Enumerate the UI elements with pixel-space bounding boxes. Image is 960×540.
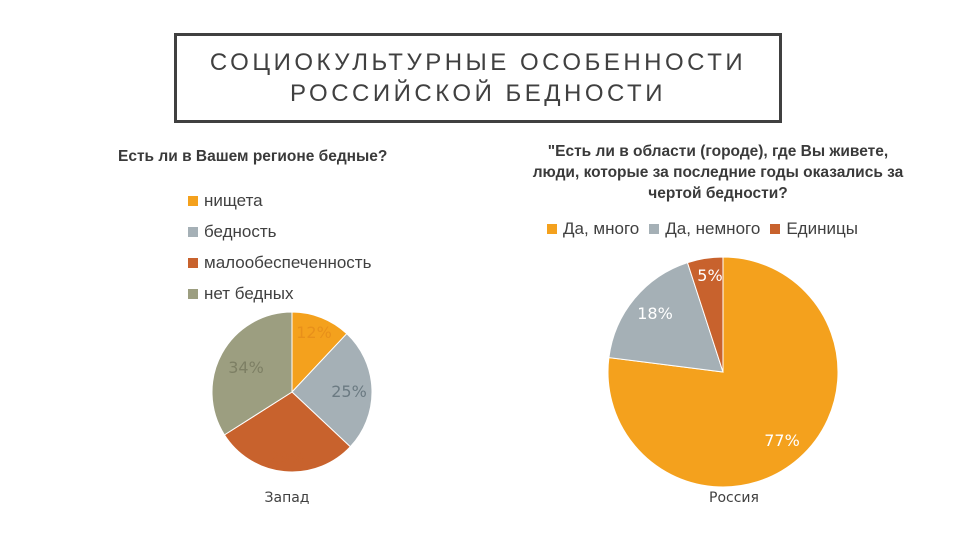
legend-label: Да, немного: [665, 219, 761, 238]
legend-label: нищета: [204, 190, 263, 210]
legend-swatch: [188, 195, 198, 206]
legend-swatch: [547, 224, 557, 234]
right-pie-chart: 77% 18% 5%: [607, 256, 839, 488]
legend-item-1: нищета: [188, 185, 371, 216]
right-chart-question: "Есть ли в области (городе), где Вы живе…: [532, 143, 904, 202]
legend-item-4: нет бедных: [188, 278, 371, 309]
left-chart-caption: Запад: [264, 490, 310, 506]
legend-item-3: малообеспеченность: [188, 247, 371, 278]
right-chart-legend: Да, много Да, немного Единицы: [547, 219, 858, 239]
pie-data-label: 18%: [637, 304, 673, 323]
legend-item-2: бедность: [188, 216, 371, 247]
pie-data-label: 34%: [228, 358, 264, 377]
legend-label: нет бедных: [204, 283, 294, 303]
pie-slice: [608, 261, 724, 373]
pie-slice: [686, 256, 724, 373]
legend-label: Да, много: [563, 219, 640, 238]
legend-swatch: [770, 224, 781, 234]
left-pie-chart: 12% 25% 29% 34%: [211, 311, 373, 473]
legend-swatch: [188, 257, 198, 268]
pie-slice: [291, 332, 373, 448]
pie-slice: [211, 311, 293, 436]
legend-label: Единицы: [786, 219, 858, 238]
pie-data-label: 25%: [331, 382, 367, 401]
pie-slice: [291, 311, 348, 394]
pie-data-label: 5%: [697, 266, 722, 285]
slide-title-box: СОЦИОКУЛЬТУРНЫЕ ОСОБЕННОСТИ РОССИЙСКОЙ Б…: [174, 33, 782, 123]
right-chart-caption: Россия: [709, 490, 759, 506]
slide-title-line-1: СОЦИОКУЛЬТУРНЫЕ ОСОБЕННОСТИ: [209, 49, 747, 76]
slide-title-line-2: РОССИЙСКОЙ БЕДНОСТИ: [290, 80, 666, 107]
legend-swatch: [188, 288, 198, 299]
pie-slice: [223, 391, 352, 473]
left-chart-question: Есть ли в Вашем регионе бедные?: [118, 148, 388, 165]
legend-item-2: Да, немного: [649, 219, 760, 239]
pie-data-label: 77%: [764, 431, 800, 450]
legend-label: бедность: [204, 221, 277, 241]
legend-swatch: [188, 226, 198, 237]
legend-label: малообеспеченность: [204, 252, 372, 272]
legend-item-1: Да, много: [547, 219, 639, 239]
left-chart-legend: нищета бедность малообеспеченность нет б…: [188, 185, 371, 309]
legend-item-3: Единицы: [770, 219, 858, 239]
legend-swatch: [649, 224, 660, 234]
pie-data-label: 29%: [269, 448, 305, 467]
pie-data-label: 12%: [296, 323, 332, 342]
